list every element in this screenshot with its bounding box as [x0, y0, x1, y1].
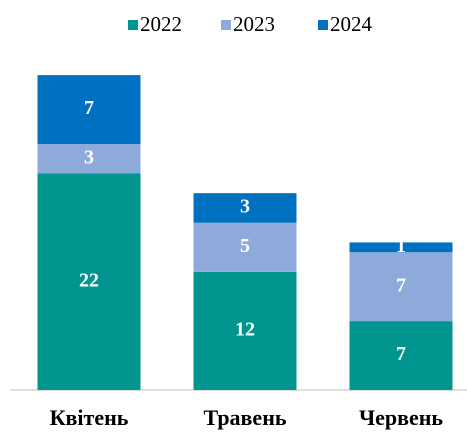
value-label: 7	[84, 97, 94, 119]
value-label: 3	[240, 196, 250, 218]
bar-segment	[349, 321, 453, 390]
legend-swatch	[318, 20, 328, 30]
value-label: 3	[84, 146, 94, 168]
legend-label: 2023	[233, 12, 275, 36]
bar-segment	[37, 173, 141, 390]
bar-segment	[193, 222, 297, 272]
x-tick-label: Червень	[359, 405, 443, 430]
legend-label: 2022	[140, 12, 182, 36]
value-label: 5	[240, 235, 250, 257]
bar-segment	[193, 193, 297, 223]
legend-label: 2024	[330, 12, 373, 36]
legend-swatch	[128, 20, 138, 30]
bar-segment	[193, 271, 297, 390]
bar-segment	[37, 75, 141, 144]
value-label: 1	[396, 235, 406, 257]
value-label: 22	[79, 269, 99, 291]
value-label: 12	[235, 319, 255, 341]
x-tick-label: Квітень	[50, 405, 129, 430]
bar-segment	[349, 242, 453, 253]
bar-segment	[37, 144, 141, 174]
x-tick-label: Травень	[203, 405, 286, 430]
bar-segment	[349, 252, 453, 322]
value-label: 7	[396, 343, 406, 365]
value-label: 7	[396, 274, 406, 296]
legend-swatch	[221, 20, 231, 30]
